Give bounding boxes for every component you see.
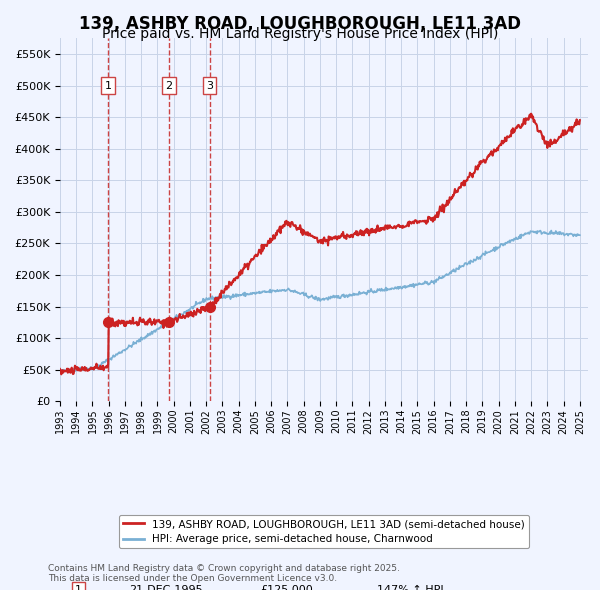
Text: 3: 3 <box>206 80 213 90</box>
Text: Price paid vs. HM Land Registry's House Price Index (HPI): Price paid vs. HM Land Registry's House … <box>102 27 498 41</box>
Legend: 139, ASHBY ROAD, LOUGHBOROUGH, LE11 3AD (semi-detached house), HPI: Average pric: 139, ASHBY ROAD, LOUGHBOROUGH, LE11 3AD … <box>119 515 529 548</box>
Text: 139, ASHBY ROAD, LOUGHBOROUGH, LE11 3AD: 139, ASHBY ROAD, LOUGHBOROUGH, LE11 3AD <box>79 15 521 33</box>
Text: 147% ↑ HPI: 147% ↑ HPI <box>377 585 443 590</box>
Text: Contains HM Land Registry data © Crown copyright and database right 2025.
This d: Contains HM Land Registry data © Crown c… <box>48 563 400 583</box>
Text: 1: 1 <box>105 80 112 90</box>
Text: £125,000: £125,000 <box>260 585 313 590</box>
Text: 21-DEC-1995: 21-DEC-1995 <box>128 585 202 590</box>
Text: 2: 2 <box>166 80 173 90</box>
Text: 1: 1 <box>75 585 82 590</box>
